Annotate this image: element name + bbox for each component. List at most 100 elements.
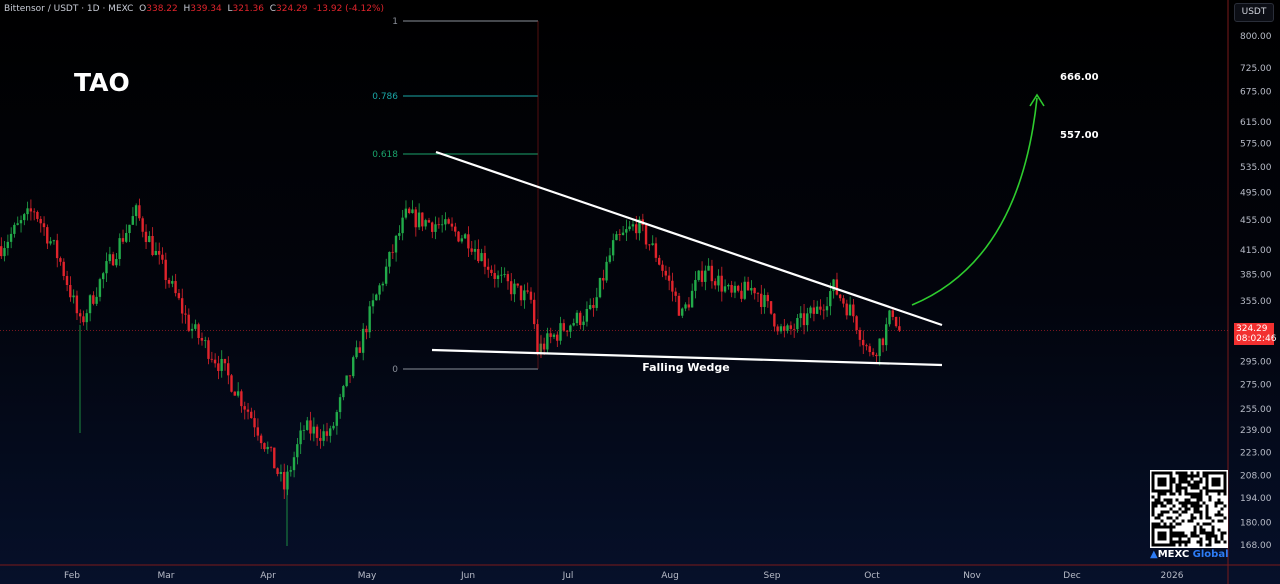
candle-body (500, 274, 503, 276)
candle-body (55, 240, 59, 259)
candle-body (184, 313, 187, 315)
candle-body (756, 293, 760, 295)
candle-body (273, 447, 276, 469)
candle-body (138, 205, 141, 219)
candle-body (523, 290, 526, 301)
candle-body (894, 316, 898, 327)
current-price-tag: 324.29 08:02:46 (1234, 323, 1276, 345)
candle-body (736, 285, 740, 291)
candle-body (753, 287, 756, 294)
price-tick-label: 385.00 (1240, 271, 1272, 281)
candle-body (700, 270, 704, 282)
candle-body (881, 338, 885, 346)
candle-body (681, 308, 684, 316)
candle-body (292, 457, 296, 471)
candle-body (838, 294, 842, 299)
price-tick-label: 355.00 (1240, 297, 1272, 307)
candle-body (161, 254, 164, 260)
candle-body (368, 306, 371, 333)
candle-body (236, 391, 240, 396)
candle-body (144, 231, 148, 243)
candle-body (42, 223, 46, 228)
candle-body (779, 326, 783, 332)
candle-body (556, 334, 559, 341)
candle-body (858, 330, 862, 340)
candle-body (536, 324, 539, 353)
candle-body (52, 240, 56, 242)
target-label-2: 557.00 (1060, 130, 1099, 141)
candle-body (509, 281, 513, 295)
candle-body (618, 234, 621, 236)
candle-body (227, 363, 230, 376)
candle-body (888, 310, 891, 325)
candle-body (470, 248, 473, 252)
candle-body (845, 303, 848, 316)
candle-body (345, 375, 348, 387)
candle-body (750, 287, 753, 291)
candle-body (871, 352, 875, 355)
candle-body (608, 255, 612, 262)
time-tick-label: 2026 (1161, 571, 1184, 581)
candle-body (243, 406, 246, 410)
candle-body (621, 232, 625, 236)
price-tick-label: 575.00 (1240, 140, 1272, 150)
candle-body (75, 295, 79, 314)
symbol-name: Bittensor / USDT · 1D · MEXC (4, 4, 134, 14)
candle-body (769, 301, 773, 314)
candle-body (878, 338, 881, 357)
currency-button[interactable]: USDT (1234, 3, 1274, 22)
time-tick-label: Feb (64, 571, 80, 581)
candle-body (694, 279, 697, 291)
candle-body (526, 290, 529, 292)
candle-body (638, 219, 641, 234)
fib-level-label: 1 (392, 17, 398, 27)
candle-body (384, 266, 388, 284)
candle-body (417, 212, 421, 228)
candle-body (398, 233, 401, 236)
candle-body (36, 212, 39, 219)
candle-body (342, 386, 345, 398)
candle-body (240, 391, 243, 407)
candle-body (180, 298, 184, 314)
low-label: L (227, 4, 233, 14)
candle-body (101, 273, 105, 280)
candle-body (579, 312, 582, 326)
candle-body (427, 220, 431, 223)
time-tick-label: Sep (764, 571, 781, 581)
candle-body (832, 279, 835, 292)
candle-body (72, 295, 75, 298)
candle-body (444, 219, 447, 225)
price-tick-label: 194.00 (1240, 494, 1272, 504)
candle-body (697, 270, 700, 280)
candle-body (776, 326, 779, 332)
candle-body (134, 205, 138, 217)
candle-body (486, 266, 490, 270)
candle-body (250, 411, 253, 419)
candle-body (463, 234, 467, 239)
candle-body (684, 304, 687, 309)
target-label-1: 666.00 (1060, 72, 1099, 83)
fib-level-label: 0 (392, 365, 398, 375)
candle-body (595, 297, 598, 308)
candle-body (592, 305, 595, 308)
candle-body (644, 225, 648, 245)
candle-body (157, 250, 161, 255)
candle-body (115, 259, 118, 266)
candle-body (118, 238, 121, 260)
wedge-lower-trendline (431, 348, 943, 367)
candle-body (98, 279, 102, 297)
candle-body (82, 316, 85, 323)
price-tick-label: 725.00 (1240, 64, 1272, 74)
qr-code (1150, 470, 1228, 548)
candle-body (829, 291, 832, 307)
candle-body (746, 281, 750, 291)
candle-body (799, 313, 802, 319)
candle-body (46, 227, 49, 244)
change-value: -13.92 (-4.12%) (313, 4, 385, 14)
candle-body (259, 435, 263, 444)
candle-body (457, 231, 460, 242)
candle-body (559, 323, 562, 341)
price-tick-label: 275.00 (1240, 380, 1272, 390)
price-tick-label: 415.00 (1240, 246, 1272, 256)
